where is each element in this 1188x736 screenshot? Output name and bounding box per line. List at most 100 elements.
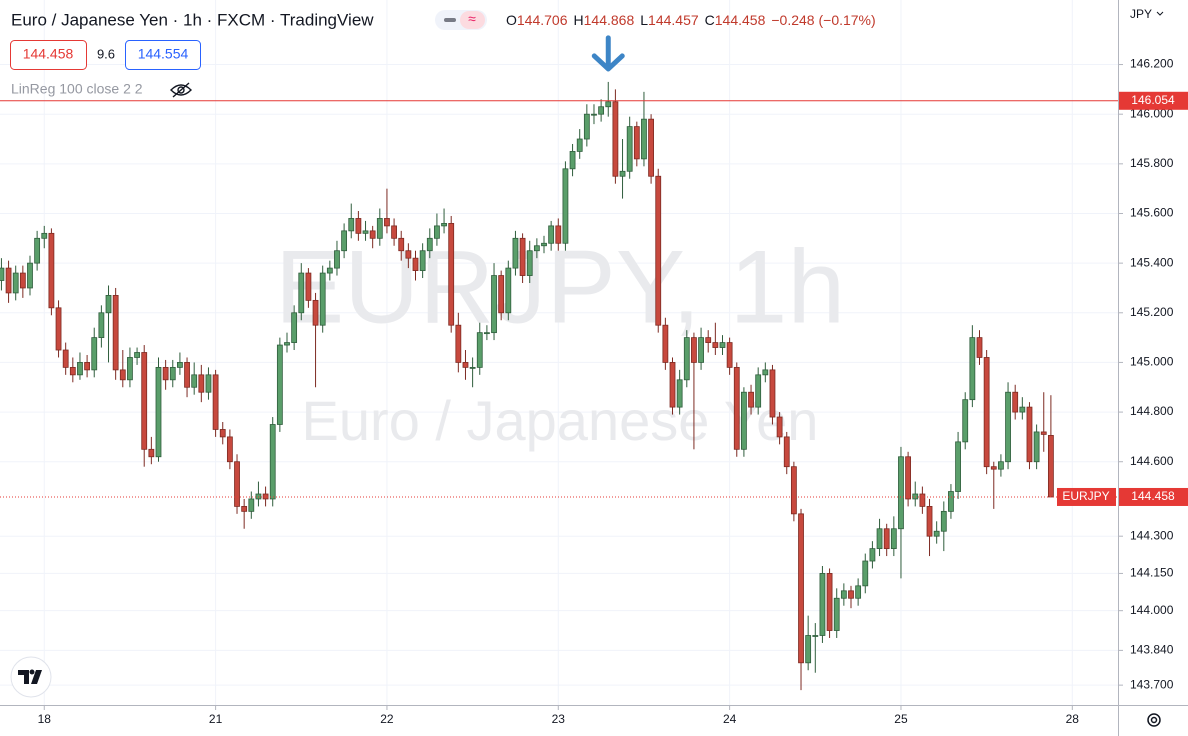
candle-body <box>12 272 19 294</box>
candle-body <box>576 138 583 152</box>
hide-icon[interactable] <box>170 82 192 98</box>
candle-body <box>41 232 48 239</box>
candle-body <box>48 232 55 309</box>
candle-body <box>326 267 333 274</box>
candle-body <box>726 342 733 368</box>
symbol-box <box>1057 487 1116 506</box>
candle-body <box>412 257 419 271</box>
level-price-box <box>1119 91 1188 110</box>
spread: 9.6 <box>97 46 115 61</box>
candle-body <box>519 237 526 276</box>
icon <box>444 18 456 22</box>
candle-body <box>855 585 862 599</box>
candle-body <box>541 242 547 247</box>
candle-body <box>98 312 105 339</box>
legend-label: O <box>506 12 517 28</box>
annotation-arrow <box>591 35 625 72</box>
sell-button[interactable] <box>10 40 87 70</box>
candle-body <box>155 366 162 458</box>
currency-label[interactable]: JPY <box>1130 7 1152 21</box>
candle-body <box>633 126 640 160</box>
candle-body <box>919 493 926 507</box>
candle-body <box>234 461 240 507</box>
candle-body <box>269 424 276 500</box>
candle-body <box>676 379 683 408</box>
candle-body <box>662 324 669 363</box>
symbol-label: EURJPY <box>1062 489 1109 503</box>
candle-body <box>469 366 476 369</box>
candle-body <box>698 337 704 363</box>
legend-value: 144.457 <box>648 12 699 28</box>
candle-body <box>91 337 98 371</box>
candle-body <box>384 218 390 227</box>
candle-body <box>426 237 433 252</box>
candle-body <box>355 218 362 234</box>
x-tick-label: 22 <box>380 712 394 726</box>
candle-body <box>284 342 290 346</box>
candle-body <box>1019 406 1026 413</box>
candle-body <box>626 126 633 172</box>
candle-body <box>898 456 904 530</box>
x-tick-label: 21 <box>209 712 223 726</box>
candle-body <box>241 506 248 512</box>
candle-body <box>177 362 183 368</box>
chart-title: Euro / Japanese Yen · 1h · FXCM · Tradin… <box>11 10 374 29</box>
candle-body <box>612 101 619 177</box>
candle-body <box>890 528 897 550</box>
candle-body <box>191 374 198 388</box>
y-tick-label: 143.700 <box>1130 677 1174 691</box>
candle-body <box>926 506 933 537</box>
y-tick-label: 144.150 <box>1130 566 1174 580</box>
candle-body <box>169 366 176 381</box>
indicator-label: LinReg 100 close 2 2 <box>11 81 143 97</box>
candle-body <box>512 237 519 269</box>
candle-body <box>755 374 762 408</box>
candle-body <box>983 357 990 468</box>
y-tick-label: 143.840 <box>1130 643 1174 657</box>
candle-body <box>362 230 369 234</box>
candle-body <box>798 513 804 664</box>
candle-body <box>134 352 140 358</box>
candle-body <box>19 272 26 289</box>
candle-body <box>691 337 697 363</box>
candles <box>0 81 1054 691</box>
legend-value: 144.458 <box>715 12 766 28</box>
candle-body <box>933 530 940 537</box>
candle-body <box>69 366 76 376</box>
candle-body <box>533 245 540 252</box>
candle-body <box>869 548 876 562</box>
candle-body <box>783 436 790 468</box>
candle-body <box>948 491 954 512</box>
legend-label: H <box>574 12 584 28</box>
y-tick-label: 145.600 <box>1130 206 1174 220</box>
candle-body <box>62 349 69 368</box>
tv-logo <box>10 656 52 698</box>
candle-body <box>127 357 133 381</box>
buy-button[interactable] <box>125 40 201 70</box>
candle-body <box>733 366 740 450</box>
candle-body <box>655 175 662 326</box>
candle-body <box>483 332 490 335</box>
candle-body <box>184 362 190 388</box>
candle-body <box>498 275 505 314</box>
legend-value: 144.868 <box>584 12 635 28</box>
candle-body <box>148 448 155 458</box>
candle-body <box>962 399 969 443</box>
candle-body <box>1040 431 1047 435</box>
settings-icon[interactable] <box>1147 713 1161 727</box>
y-tick-label: 144.800 <box>1130 404 1174 418</box>
candle-body <box>819 573 826 636</box>
y-tick-label: 144.000 <box>1130 603 1174 617</box>
candle-body <box>1012 391 1019 413</box>
candle-body <box>969 337 976 401</box>
candle-body <box>812 635 819 637</box>
y-tick-label: 144.300 <box>1130 528 1174 542</box>
candle-body <box>141 352 148 450</box>
candle-body <box>226 436 233 463</box>
x-tick-label: 18 <box>38 712 52 726</box>
candle-body <box>298 272 305 314</box>
candle-body <box>319 272 326 326</box>
x-tick-label: 28 <box>1066 712 1080 726</box>
watermark-subtitle: Euro / Japanese Yen <box>302 389 819 452</box>
candle-body <box>862 560 869 587</box>
